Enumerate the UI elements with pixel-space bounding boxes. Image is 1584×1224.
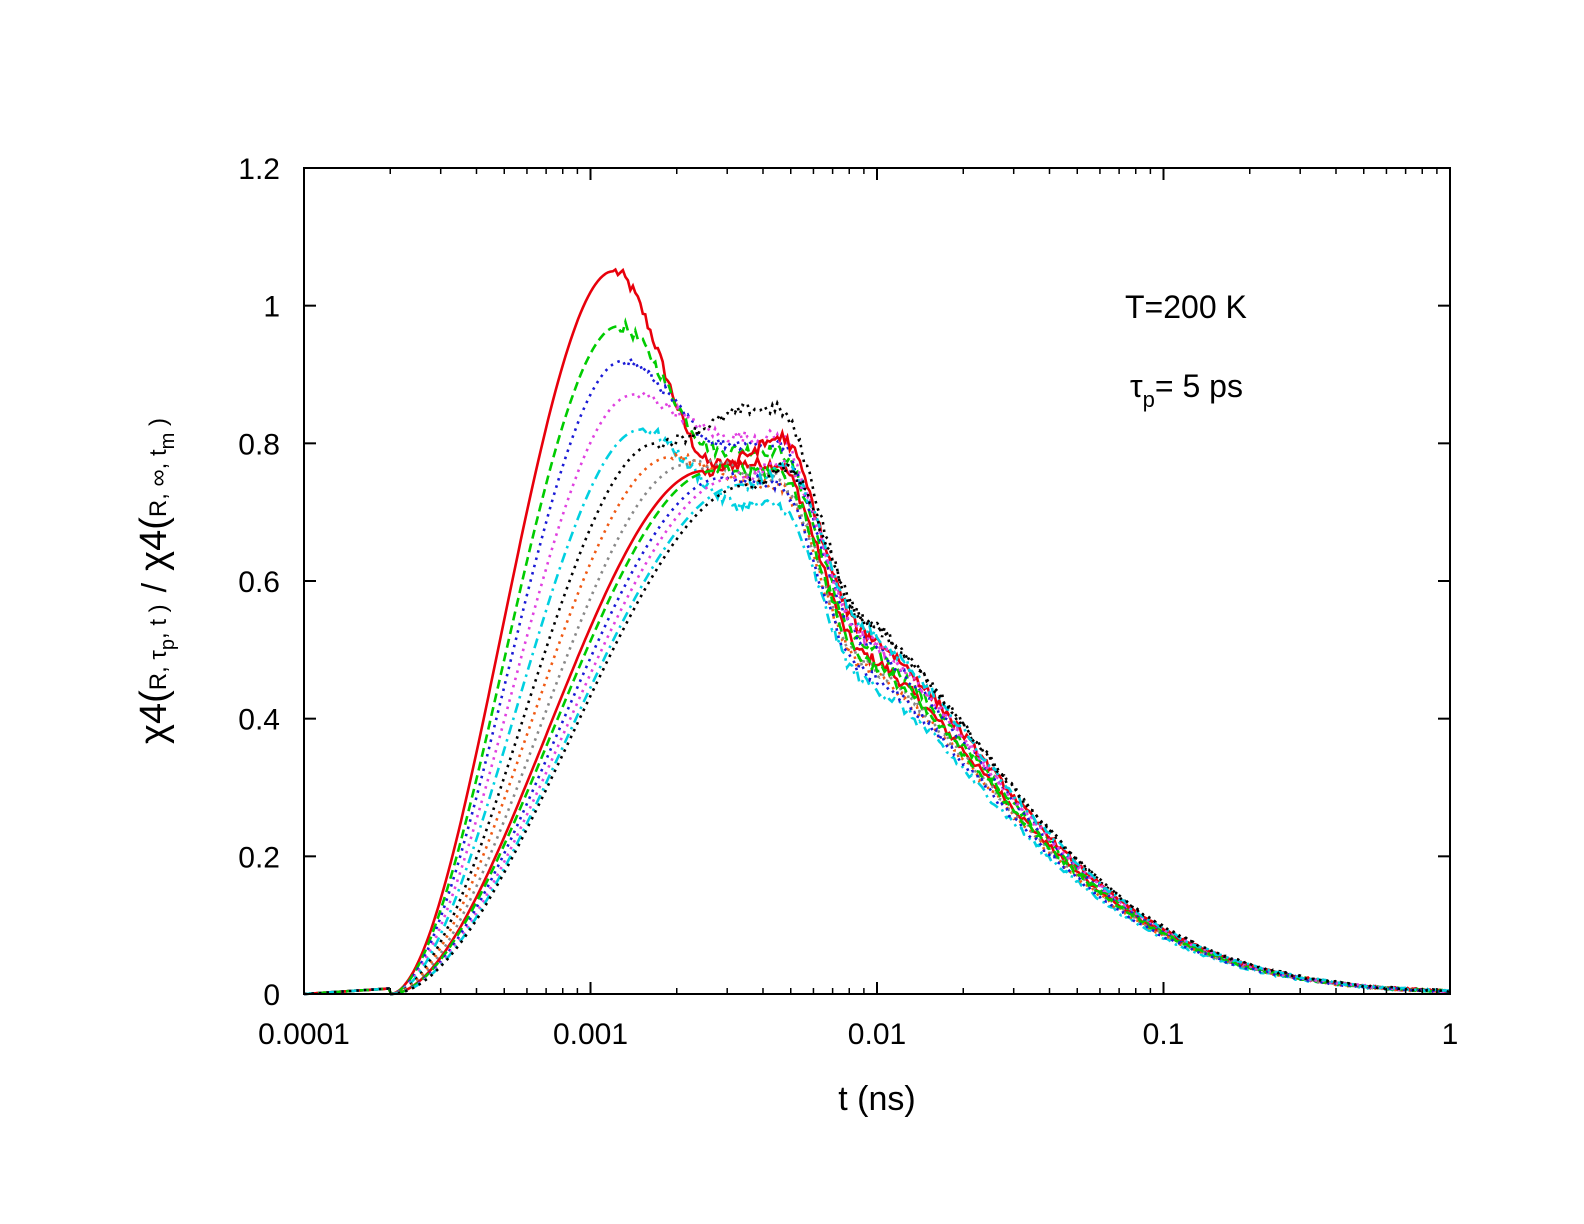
x-tick-label: 1 bbox=[1442, 1018, 1459, 1051]
annotation-tau-sub: p bbox=[1143, 387, 1155, 412]
y-title-divider: / bbox=[136, 582, 174, 592]
series-line-3 bbox=[303, 354, 1451, 996]
axis-ticks: 0 0.2 0.4 0.6 0.8 1 1.2 0.0001 0.001 0.01 0.1 1 bbox=[238, 153, 1458, 1051]
y-tick-label: 1 bbox=[263, 291, 280, 324]
annotation-tau: τp= 5 ps bbox=[1130, 368, 1243, 412]
y-tick-label: 0.2 bbox=[238, 841, 280, 874]
y-title-denom-args-end: ) bbox=[145, 418, 172, 433]
series-group bbox=[303, 267, 1451, 996]
svg-text:χ4(R, τp, t )/χ4(R, ∞, tm ): χ4(R, τp, t )/χ4(R, ∞, tm ) bbox=[133, 418, 179, 744]
y-title-denom-sub: m bbox=[157, 433, 179, 450]
y-title-denom-args: R, ∞, t bbox=[145, 449, 172, 517]
annotation-tau-symbol: τ bbox=[1130, 368, 1143, 404]
y-tick-label: 0.6 bbox=[238, 566, 280, 599]
series-line-8 bbox=[303, 458, 1451, 996]
y-tick-label: 0 bbox=[263, 979, 280, 1012]
y-axis-title: χ4(R, τp, t )/χ4(R, ∞, tm ) bbox=[133, 418, 179, 744]
x-tick-label: 0.01 bbox=[848, 1018, 906, 1051]
y-tick-label: 0.4 bbox=[238, 704, 280, 737]
annotation-tau-value: = 5 ps bbox=[1155, 368, 1243, 404]
y-title-numer-args-end: , t ) bbox=[145, 604, 172, 639]
series-line-5 bbox=[303, 426, 1451, 996]
x-tick-label: 0.1 bbox=[1143, 1018, 1185, 1051]
x-tick-label: 0.0001 bbox=[258, 1018, 350, 1051]
y-title-numer-args: R, τ bbox=[145, 650, 172, 691]
x-tick-label: 0.001 bbox=[553, 1018, 628, 1051]
series-line-10 bbox=[303, 460, 1451, 996]
y-title-denom-main: χ4( bbox=[133, 517, 175, 571]
series-line-11 bbox=[303, 470, 1451, 996]
series-line-14 bbox=[303, 461, 1451, 996]
annotation-temperature: T=200 K bbox=[1125, 289, 1247, 325]
y-tick-label: 1.2 bbox=[238, 153, 280, 186]
y-title-numer-sub: p bbox=[157, 639, 179, 650]
x-axis-title: t (ns) bbox=[838, 1080, 915, 1118]
y-tick-label: 0.8 bbox=[238, 428, 280, 461]
y-title-main: χ4( bbox=[133, 690, 175, 744]
